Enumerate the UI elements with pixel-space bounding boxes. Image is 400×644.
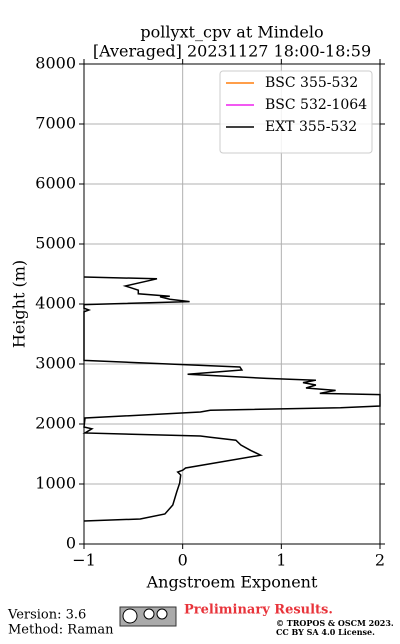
x-axis-label: Angstroem Exponent bbox=[146, 573, 318, 592]
legend-label: EXT 355-532 bbox=[265, 119, 357, 135]
y-tick-label: 0 bbox=[66, 534, 76, 553]
y-tick-label: 3000 bbox=[35, 354, 76, 373]
version: Version: 3.6 bbox=[7, 608, 86, 623]
status-line: Preliminary Results. bbox=[184, 603, 333, 618]
chart-title: pollyxt_cpv at Mindelo bbox=[140, 23, 323, 42]
y-tick-label: 2000 bbox=[35, 414, 76, 433]
y-tick-label: 1000 bbox=[35, 474, 76, 493]
legend: BSC 355-532 BSC 532-1064 EXT 355-532 bbox=[219, 70, 373, 154]
cc-badge bbox=[119, 606, 177, 627]
y-axis-label: Height (m) bbox=[10, 260, 29, 348]
y-tick-label: 7000 bbox=[35, 114, 76, 133]
y-tick-label: 4000 bbox=[35, 294, 76, 313]
x-tick-label: 2 bbox=[375, 551, 385, 570]
legend-label: BSC 532-1064 bbox=[265, 97, 367, 113]
method: Method: Raman bbox=[8, 623, 114, 638]
plot-frame bbox=[83, 63, 381, 545]
license: CC BY SA 4.0 License. bbox=[276, 627, 375, 637]
chart-subtitle: [Averaged] 20231127 18:00-18:59 bbox=[93, 42, 371, 61]
y-tick-label: 6000 bbox=[35, 174, 76, 193]
x-tick-label: 1 bbox=[276, 551, 286, 570]
y-tick-label: 5000 bbox=[35, 234, 76, 253]
x-tick-label: −1 bbox=[72, 551, 96, 570]
copyright: © TROPOS & OSCM 2023. bbox=[276, 618, 394, 628]
legend-box bbox=[219, 70, 373, 154]
legend-label: BSC 355-532 bbox=[265, 75, 358, 91]
y-tick-label: 8000 bbox=[35, 54, 76, 73]
x-tick-label: 0 bbox=[178, 551, 188, 570]
